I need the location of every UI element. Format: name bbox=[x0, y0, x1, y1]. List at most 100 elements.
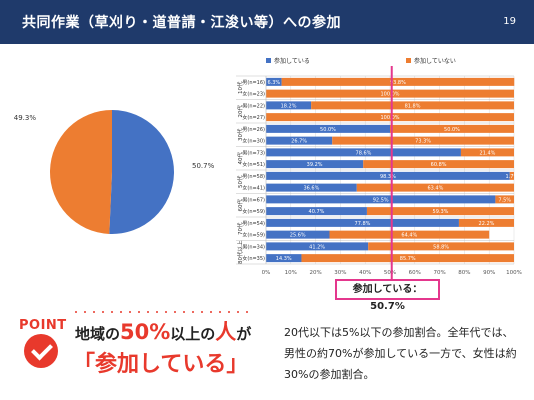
emphasis-dot bbox=[84, 311, 86, 313]
bar-participate-label: 36.6% bbox=[303, 186, 319, 192]
x-tick-label: 40% bbox=[359, 270, 371, 276]
emphasis-dot bbox=[219, 311, 221, 313]
x-tick-label: 50% bbox=[384, 270, 396, 276]
emphasis-dot bbox=[147, 311, 149, 313]
emphasis-dot bbox=[228, 311, 230, 313]
bar-not-participate-label: 50.0% bbox=[444, 127, 460, 133]
emphasis-dot bbox=[183, 311, 185, 313]
row-label: 男(n=58) bbox=[242, 174, 265, 180]
row-label: 女(n=35) bbox=[242, 255, 265, 262]
emphasis-dot bbox=[156, 311, 158, 313]
group-label-5: 60代 bbox=[236, 199, 244, 212]
bar-not-participate bbox=[363, 160, 514, 169]
pie-chart: 50.7% 49.3% bbox=[0, 60, 230, 300]
emphasis-dot bbox=[210, 311, 212, 313]
row-label: 女(n=59) bbox=[242, 232, 265, 239]
emphasis-dot bbox=[111, 311, 113, 313]
row-label: 女(n=23) bbox=[242, 91, 265, 98]
check-circle-icon bbox=[24, 334, 58, 368]
x-tick-label: 30% bbox=[334, 270, 346, 276]
legend-label-0: 参加している bbox=[274, 57, 310, 65]
bar-participate bbox=[266, 77, 282, 86]
bar-participate bbox=[266, 242, 369, 251]
bar-participate-label: 98.3% bbox=[380, 174, 396, 180]
bar-not-participate-label: 100.0% bbox=[380, 115, 399, 121]
emphasis-dot bbox=[174, 311, 176, 313]
bar-participate bbox=[266, 171, 510, 180]
stacked-bar-chart: 参加している 参加していない 0% 10% 20% 30% 40% 50% 60% 70% 80% 9… bbox=[236, 52, 526, 298]
legend-swatch-0 bbox=[266, 58, 271, 63]
bar-not-participate bbox=[458, 218, 514, 227]
pie-slice-label-1: 49.3% bbox=[14, 114, 37, 122]
bar-not-participate bbox=[495, 195, 514, 204]
point-text-e: が bbox=[236, 325, 252, 343]
bar-participate bbox=[266, 160, 364, 169]
bar-not-participate bbox=[301, 254, 514, 263]
row-label: 男(n=34) bbox=[242, 244, 265, 250]
bar-participate bbox=[266, 136, 333, 145]
bar-not-participate bbox=[332, 136, 514, 145]
bar-participate bbox=[266, 195, 496, 204]
point-text-d: 人 bbox=[215, 320, 237, 344]
x-tick-label: 10% bbox=[285, 270, 297, 276]
pie-chart-svg: 50.7% 49.3% bbox=[14, 110, 215, 234]
bar-not-participate-label: 63.4% bbox=[427, 186, 443, 192]
x-tick-label: 80% bbox=[458, 270, 470, 276]
bar-not-participate bbox=[509, 171, 514, 180]
emphasis-dot bbox=[138, 311, 140, 313]
bar-participate-label: 39.2% bbox=[307, 162, 323, 168]
emphasis-dot bbox=[246, 311, 248, 313]
x-tick-label: 60% bbox=[409, 270, 421, 276]
group-label-2: 30代 bbox=[236, 128, 244, 141]
emphasis-dot bbox=[75, 311, 77, 313]
stacked-bar-chart-svg: 参加している 参加していない 0% 10% 20% 30% 40% 50% 60% 70% 80% 9… bbox=[236, 57, 522, 298]
row-label: 女(n=59) bbox=[242, 208, 265, 215]
bar-not-participate bbox=[368, 242, 514, 251]
bar-not-participate-label: 58.8% bbox=[433, 244, 449, 250]
group-label-0: 10代 bbox=[236, 81, 244, 94]
point-text-c: 以上の bbox=[170, 325, 216, 343]
point-headline-line2: 「参加している」 bbox=[73, 352, 249, 377]
bar-not-participate-label: 64.4% bbox=[401, 233, 417, 239]
emphasis-dot bbox=[165, 311, 167, 313]
bar-participate bbox=[266, 148, 461, 157]
row-label: 女(n=27) bbox=[242, 114, 265, 121]
emphasis-dots bbox=[75, 311, 265, 315]
bar-not-participate bbox=[311, 101, 514, 110]
point-badge: POINT bbox=[19, 318, 67, 333]
bar-not-participate-label: 81.8% bbox=[405, 103, 421, 109]
row-label: 男(n=16) bbox=[242, 80, 265, 86]
bar-participate bbox=[266, 254, 302, 263]
bar-participate bbox=[266, 101, 312, 110]
pie-slice-1 bbox=[49, 110, 112, 234]
row-label: 男(n=73) bbox=[242, 150, 265, 156]
emphasis-dot bbox=[192, 311, 194, 313]
bar-not-participate bbox=[356, 183, 514, 192]
bar-participate bbox=[266, 218, 459, 227]
bar-participate-label: 92.5% bbox=[373, 197, 389, 203]
bar-not-participate bbox=[266, 113, 514, 122]
point-headline-line1: 地域の50%以上の人が bbox=[75, 316, 252, 344]
bar-not-participate bbox=[266, 89, 514, 98]
row-label: 女(n=30) bbox=[242, 138, 265, 145]
bar-participate-label: 18.2% bbox=[281, 103, 297, 109]
bar-participate-label: 77.8% bbox=[355, 221, 371, 227]
emphasis-dot bbox=[120, 311, 122, 313]
group-label-7: 80代以上 bbox=[236, 240, 244, 264]
bar-not-participate bbox=[329, 230, 490, 239]
bar-not-participate-label: 59.3% bbox=[433, 209, 449, 215]
pie-slice-0 bbox=[109, 110, 174, 234]
x-tick-label: 100% bbox=[506, 270, 522, 276]
row-label: 男(n=54) bbox=[242, 221, 265, 227]
x-tick-label: 0% bbox=[262, 270, 271, 276]
reference-callout: 参加している：50.7% bbox=[335, 279, 440, 312]
bar-not-participate-label: 1.7% bbox=[506, 174, 519, 180]
emphasis-dot bbox=[129, 311, 131, 313]
bar-not-participate-label: 73.3% bbox=[415, 139, 431, 145]
point-text-b: 50% bbox=[120, 320, 171, 344]
point-text-a: 地域の bbox=[75, 325, 121, 343]
bar-not-participate-label: 100.0% bbox=[380, 92, 399, 98]
bar-not-participate bbox=[366, 207, 514, 216]
bar-participate bbox=[266, 124, 390, 133]
group-label-6: 70代 bbox=[236, 222, 244, 235]
